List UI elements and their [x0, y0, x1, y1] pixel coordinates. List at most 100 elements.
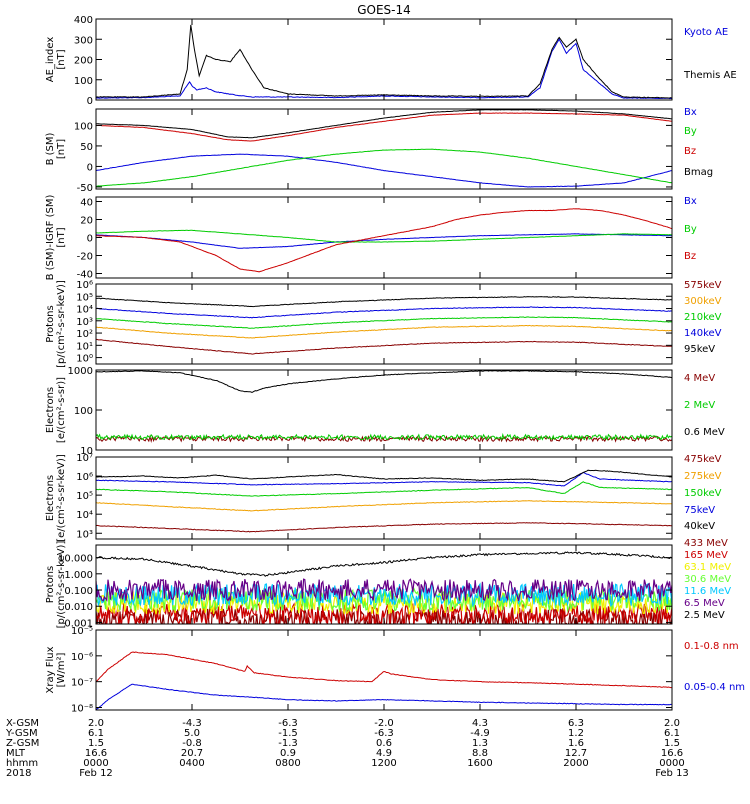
- y-tick-label: 100: [74, 76, 93, 87]
- panel-5: 10 100 1000 Electrons [e/(cm²-s-sr)] 4 MeV 2 M…: [45, 366, 725, 457]
- series-line: [96, 522, 672, 533]
- y-tick-label: 10³: [76, 529, 93, 540]
- y-tick-label: 100: [74, 121, 93, 132]
- legend-entry: Bz: [684, 146, 696, 157]
- legend-entry: By: [684, 224, 697, 235]
- y-axis-label-units: [p/(cm²-s-sr-keV)]: [56, 541, 67, 629]
- legend-entry: Bx: [684, 196, 697, 207]
- series-line: [96, 153, 672, 188]
- legend-entry: 140keV: [684, 328, 722, 339]
- legend-entry: 275keV: [684, 471, 722, 482]
- y-tick-label: 10⁷: [76, 453, 93, 464]
- series-line: [96, 434, 672, 443]
- x-axis-value: 16.6: [661, 748, 683, 759]
- y-tick-label: -50: [77, 183, 93, 194]
- legend-entry: Themis AE: [683, 70, 737, 81]
- legend-entry: 30.6 MeV: [684, 574, 731, 585]
- x-axis-value: 1200: [371, 758, 396, 769]
- legend-entry: 75keV: [684, 505, 715, 516]
- y-tick-label: 100: [74, 406, 93, 417]
- y-axis-label: Electrons: [45, 475, 56, 521]
- y-axis-label: B (SM)-IGRF (SM): [45, 195, 56, 281]
- y-axis-label: Xray Flux: [45, 646, 56, 693]
- x-axis-row-label: X-GSM: [6, 718, 39, 729]
- x-axis-value: -2.0: [374, 718, 394, 729]
- x-axis-value: 6.1: [88, 728, 104, 739]
- series-group: [96, 296, 672, 355]
- series-line: [96, 500, 672, 512]
- series-line: [96, 338, 672, 355]
- series-group: [96, 370, 672, 443]
- y-axis-label-units: [e/(cm²-s-sr)]: [56, 377, 67, 443]
- series-line: [96, 208, 672, 273]
- legend-entry: 165 MeV: [684, 550, 728, 561]
- x-axis-value: 0400: [179, 758, 204, 769]
- y-tick-label: 0.010: [64, 602, 93, 613]
- x-axis-value: -1.5: [278, 728, 298, 739]
- x-axis-value: 16.6: [85, 748, 107, 759]
- legend-entry: Kyoto AE: [684, 27, 728, 38]
- legend-entry: Bx: [684, 107, 697, 118]
- y-tick-label: 10⁵: [76, 292, 93, 303]
- x-axis-value: 4.3: [472, 718, 488, 729]
- x-axis-value: 0000: [659, 758, 684, 769]
- x-axis-value: -6.3: [374, 728, 394, 739]
- y-tick-label: 10⁵: [76, 491, 93, 502]
- x-axis-value: 1.3: [472, 738, 488, 749]
- y-tick-label: 0.100: [64, 586, 93, 597]
- x-axis-value: -4.3: [182, 718, 202, 729]
- x-axis-value: 1600: [467, 758, 492, 769]
- legend-entry: 150keV: [684, 488, 722, 499]
- y-tick-label: 1.000: [64, 570, 93, 581]
- x-axis-value: -6.3: [278, 718, 298, 729]
- x-axis-row-label: hhmm: [6, 758, 38, 769]
- y-tick-label: 0: [87, 234, 93, 245]
- y-tick-label: 10⁻⁷: [71, 678, 93, 689]
- x-axis-value: 20.7: [181, 748, 203, 759]
- series-line: [96, 24, 672, 99]
- x-axis-value: -1.3: [278, 738, 298, 749]
- y-tick-label: 10.000: [58, 554, 93, 565]
- y-tick-label: 300: [74, 35, 93, 46]
- legend-entry: 40keV: [684, 521, 715, 532]
- x-axis-value: -4.9: [470, 728, 490, 739]
- y-tick-label: 10⁻⁵: [71, 626, 93, 637]
- legend-entry: By: [684, 126, 697, 137]
- panel-1: 0 100 200 300 400 AE_index [nT] Kyoto AE Themis …: [45, 15, 737, 107]
- y-tick-label: 0.001: [64, 618, 93, 629]
- legend-entry: 4 MeV: [684, 373, 715, 384]
- y-axis-label: B (SM): [45, 132, 56, 165]
- x-axis-value: 1.6: [568, 738, 584, 749]
- series-group: [96, 551, 672, 624]
- legend-entry: 433 MeV: [684, 538, 728, 549]
- series-line: [96, 37, 672, 100]
- series-line: [96, 148, 672, 187]
- series-group: [96, 469, 672, 533]
- y-tick-label: 10⁶: [76, 472, 93, 483]
- legend-entry: 2.5 MeV: [684, 610, 725, 621]
- series-line: [96, 306, 672, 319]
- y-axis-label: Protons: [45, 566, 56, 603]
- y-tick-label: 10⁶: [76, 280, 93, 291]
- x-axis-value: 12.7: [565, 748, 587, 759]
- legend-entry: 0.05-0.4 nm: [684, 682, 745, 693]
- series-group: [96, 109, 672, 188]
- x-axis-value: 0000: [83, 758, 108, 769]
- panel-2: -50 0 50 100 B (SM) [nT] Bx By Bz Bmag: [45, 107, 713, 194]
- legend-entry: Bmag: [684, 167, 713, 178]
- y-tick-label: 200: [74, 56, 93, 67]
- y-tick-label: 10³: [76, 317, 93, 328]
- series-group: [96, 208, 672, 273]
- x-axis-value: 0.6: [376, 738, 392, 749]
- y-tick-label: 10: [80, 446, 93, 457]
- y-axis-label-units: [p/(cm²-s-sr-keV)]: [56, 280, 67, 368]
- series-line: [96, 296, 672, 308]
- y-tick-label: 10⁴: [76, 305, 93, 316]
- x-axis-value: 1.5: [88, 738, 104, 749]
- y-axis-label-units: [e/(cm²-s-sr-keV)]: [56, 454, 67, 542]
